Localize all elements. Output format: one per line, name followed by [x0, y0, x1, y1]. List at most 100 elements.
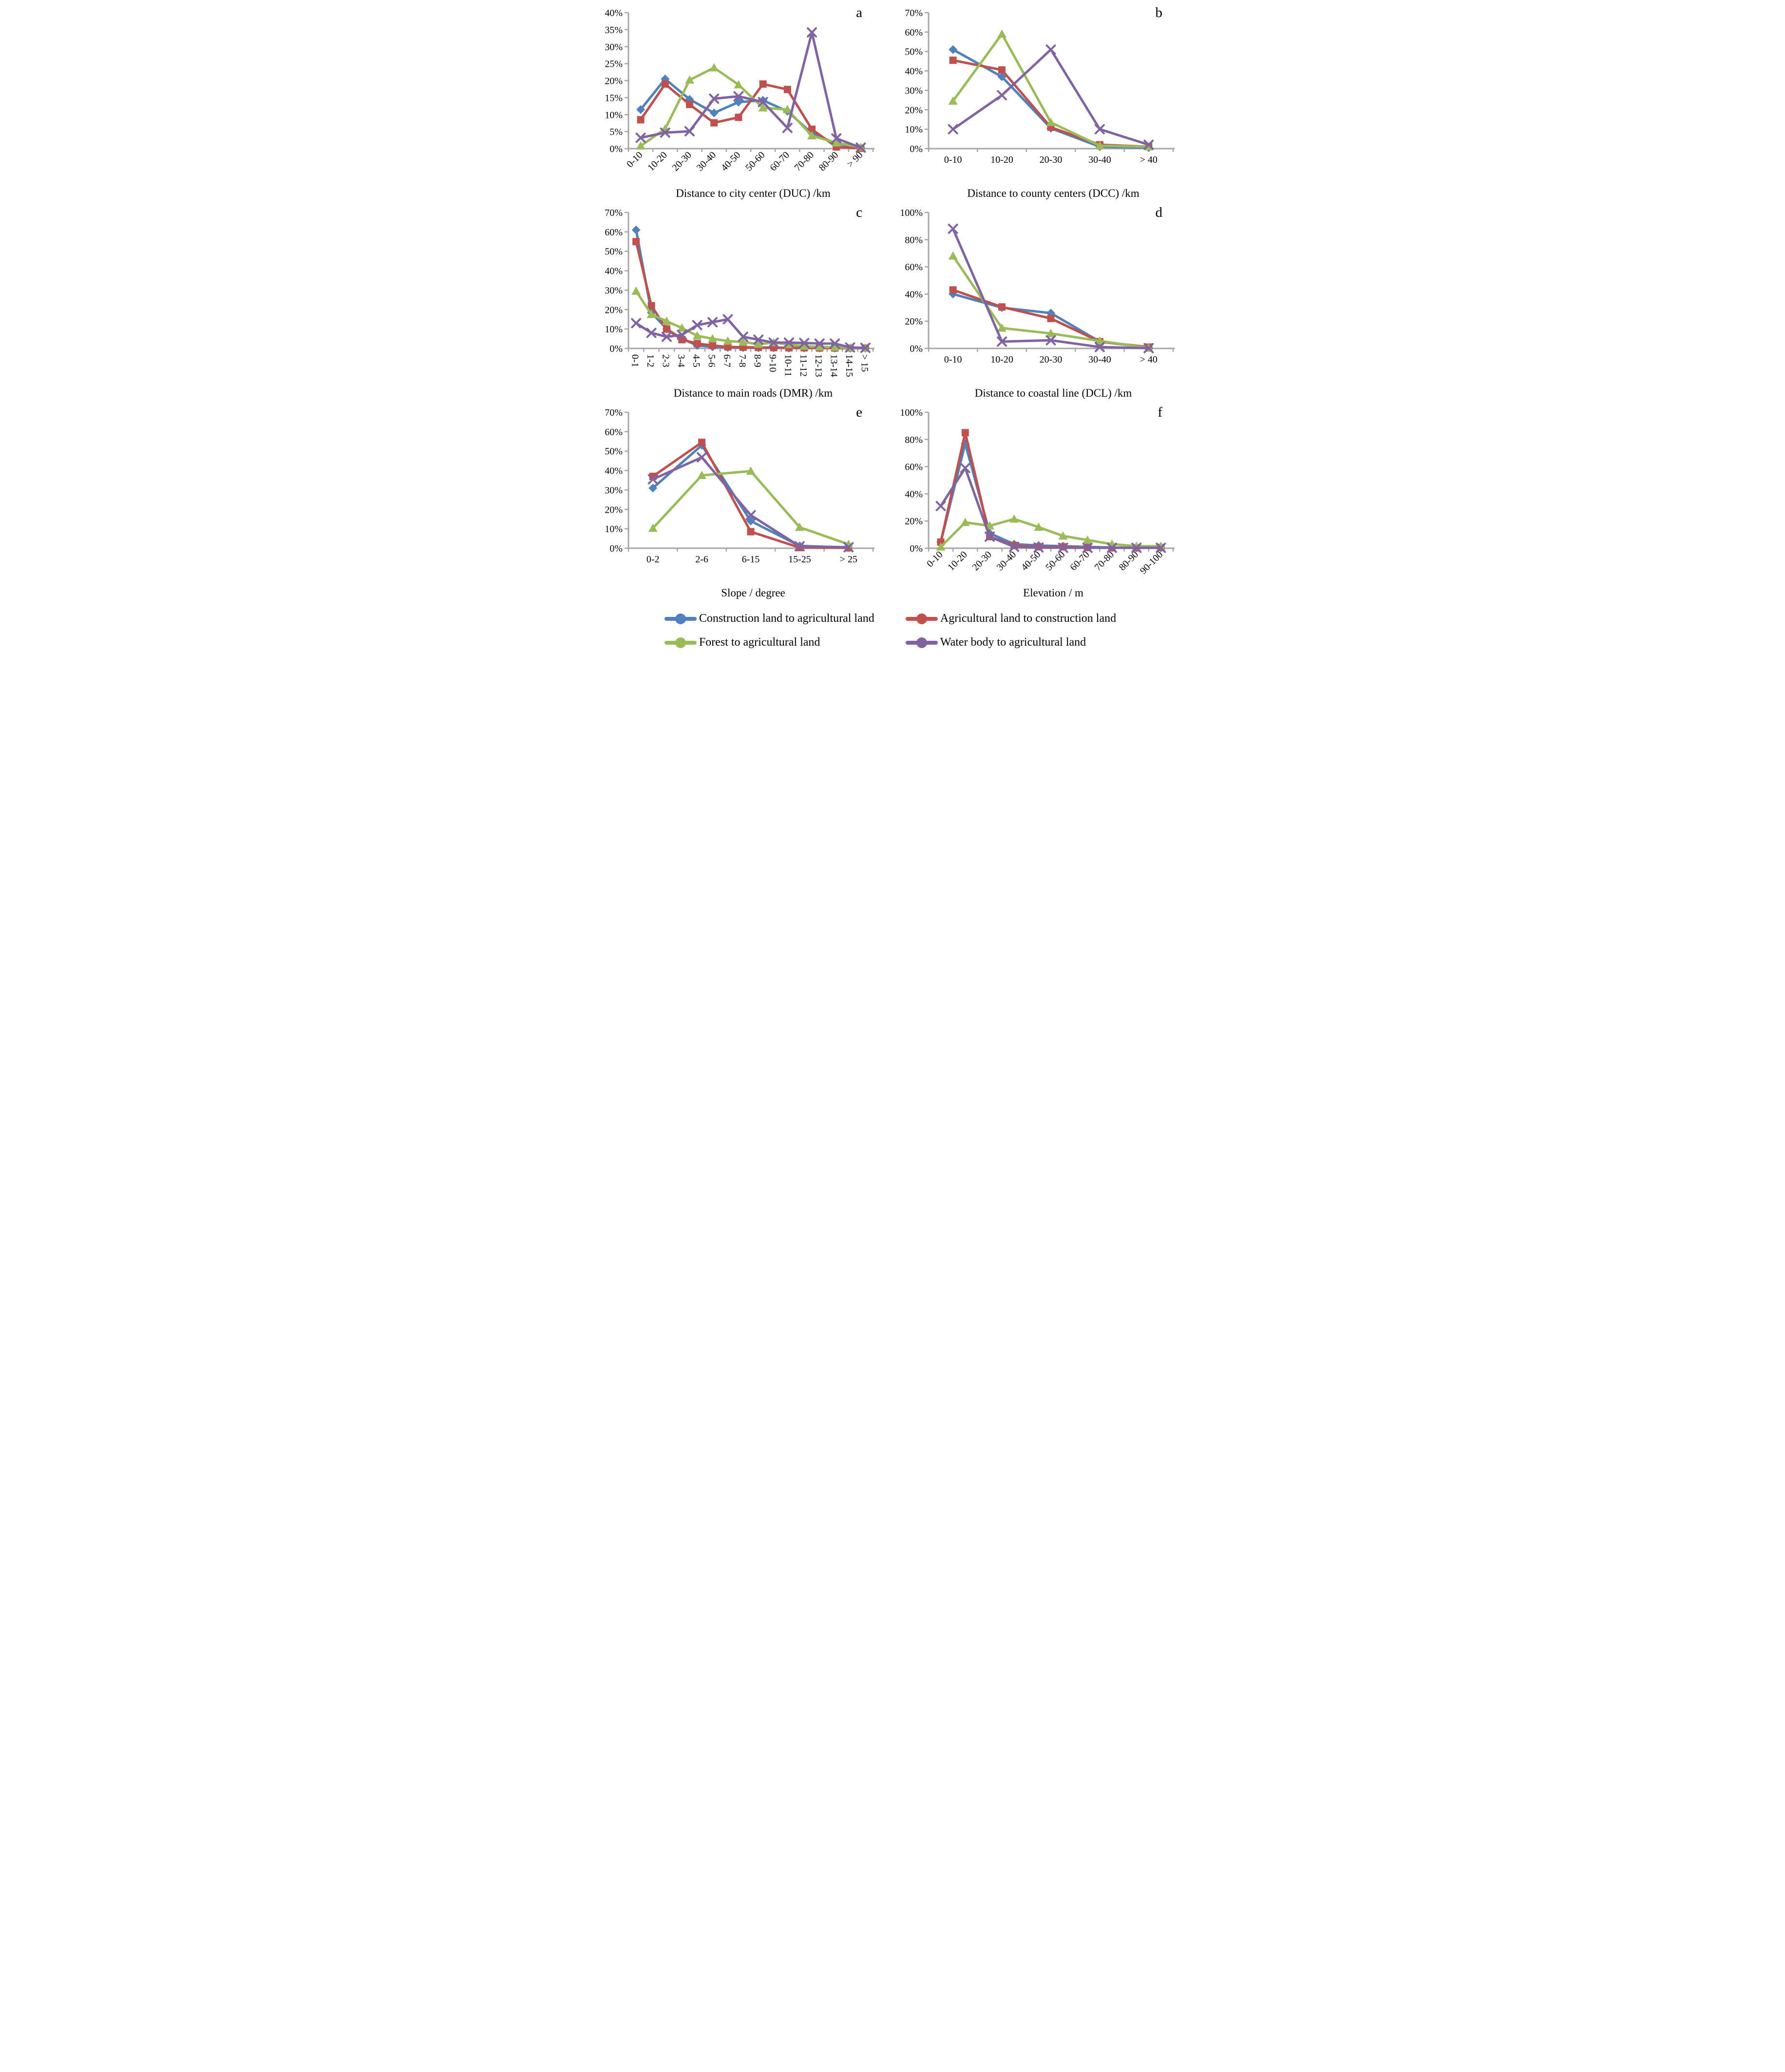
svg-text:0-10: 0-10 [925, 549, 945, 569]
svg-text:70%: 70% [605, 407, 623, 418]
svg-text:0-2: 0-2 [646, 554, 660, 565]
legend-item-agricultural-to-construction: Agricultural land to construction land [905, 612, 1189, 625]
panel-e: e 0% 10% 20% 30% 40% 50% 60% 70% 0-2 2-6 6-15 15-25… [596, 404, 879, 599]
svg-text:0-1: 0-1 [630, 354, 641, 367]
svg-text:0%: 0% [609, 144, 623, 154]
svg-text:30-40: 30-40 [695, 150, 719, 173]
svg-text:30%: 30% [605, 285, 623, 296]
svg-text:10%: 10% [605, 110, 623, 120]
svg-text:0%: 0% [910, 543, 923, 554]
svg-text:90-100: 90-100 [1138, 549, 1165, 576]
svg-text:30%: 30% [605, 485, 623, 496]
panel-b: b 0% 10% 20% 30% 40% 50% 60% 70% 0-10 10-20 20-30 3… [896, 5, 1179, 200]
svg-text:50-60: 50-60 [743, 150, 767, 173]
legend-item-waterbody-to-agricultural: Water body to agricultural land [905, 636, 1189, 649]
svg-text:40-50: 40-50 [719, 150, 743, 173]
svg-text:10%: 10% [605, 324, 623, 335]
svg-text:2-6: 2-6 [695, 554, 708, 565]
legend-label: Construction land to agricultural land [699, 612, 874, 625]
svg-text:60-70: 60-70 [1068, 549, 1092, 573]
svg-text:50%: 50% [905, 47, 923, 58]
svg-text:20%: 20% [905, 105, 923, 115]
svg-text:20%: 20% [605, 76, 623, 87]
svg-text:20-30: 20-30 [1040, 154, 1063, 165]
svg-text:40-50: 40-50 [1019, 549, 1043, 573]
panel-letter-f: f [1158, 404, 1162, 420]
legend-label: Agricultural land to construction land [940, 612, 1117, 625]
svg-text:20-30: 20-30 [970, 549, 994, 573]
svg-text:70%: 70% [905, 8, 923, 19]
svg-text:40%: 40% [605, 8, 623, 19]
svg-text:6-7: 6-7 [722, 354, 732, 367]
svg-text:0%: 0% [609, 344, 623, 354]
svg-text:60%: 60% [605, 427, 623, 438]
svg-text:70-80: 70-80 [1092, 549, 1116, 573]
svg-text:8-9: 8-9 [752, 354, 763, 367]
x-axis-title-e: Slope / degree [721, 587, 785, 599]
panel-letter-b: b [1155, 5, 1163, 20]
svg-text:> 15: > 15 [859, 354, 870, 372]
panel-letter-c: c [856, 205, 862, 220]
svg-text:0-10: 0-10 [625, 150, 645, 170]
svg-text:0%: 0% [910, 144, 923, 154]
svg-text:7-8: 7-8 [737, 354, 747, 367]
svg-text:20%: 20% [905, 516, 923, 527]
svg-text:14-15: 14-15 [844, 354, 855, 377]
panel-d: d 0% 20% 40% 60% 80% 100% 0-10 10-20 20-30 30-40 >… [896, 205, 1179, 400]
svg-text:40%: 40% [605, 466, 623, 477]
chart-d-plot: 0% 20% 40% 60% 80% 100% 0-10 10-20 20-30 30-40 > 4… [900, 208, 1175, 365]
svg-text:10-11: 10-11 [782, 354, 793, 377]
svg-text:9-10: 9-10 [767, 354, 778, 372]
svg-text:15-25: 15-25 [788, 554, 811, 565]
svg-text:70%: 70% [605, 208, 623, 218]
svg-text:20%: 20% [605, 305, 623, 315]
panel-a: a 0% 5% 10% 15% 20% 25% 30% 35% 40% 0-10 10-20 20-3… [596, 5, 879, 200]
svg-text:5%: 5% [609, 127, 623, 137]
svg-text:2-3: 2-3 [660, 354, 671, 367]
svg-text:80%: 80% [905, 435, 923, 445]
x-axis-title-f: Elevation / m [1023, 587, 1083, 599]
panel-letter-e: e [856, 404, 862, 420]
svg-text:40%: 40% [605, 266, 623, 277]
chart-f-plot: 0% 20% 40% 60% 80% 100% 0-10 10-20 20-30 30-40 40-… [900, 407, 1175, 576]
svg-text:80-90: 80-90 [1117, 549, 1141, 573]
svg-text:10%: 10% [605, 524, 623, 535]
svg-text:0%: 0% [910, 344, 923, 354]
svg-text:20-30: 20-30 [1040, 354, 1063, 365]
svg-text:35%: 35% [605, 25, 623, 36]
legend-label: Water body to agricultural land [940, 636, 1086, 649]
svg-text:10-20: 10-20 [646, 150, 669, 173]
svg-text:3-4: 3-4 [676, 354, 686, 367]
legend-marker-icon [664, 637, 697, 648]
svg-text:5-6: 5-6 [706, 354, 717, 367]
svg-text:10%: 10% [905, 124, 923, 135]
legend-label: Forest to agricultural land [699, 636, 820, 649]
chart-c-plot: 0% 10% 20% 30% 40% 50% 60% 70% 0-1 1-2 2-3 3-4 4-5 5-… [605, 208, 874, 377]
svg-text:60%: 60% [905, 262, 923, 273]
svg-text:> 90: > 90 [845, 150, 865, 170]
svg-text:> 40: > 40 [1140, 154, 1158, 165]
panel-f: f 0% 20% 40% 60% 80% 100% 0-10 10-20 20-30 30-40 4… [896, 404, 1179, 599]
svg-text:1-2: 1-2 [645, 354, 656, 367]
svg-text:30-40: 30-40 [1088, 154, 1111, 165]
svg-text:70-80: 70-80 [792, 150, 816, 173]
svg-text:100%: 100% [900, 407, 923, 418]
x-axis-title-a: Distance to city center (DUC) /km [676, 187, 831, 199]
svg-text:80-90: 80-90 [817, 150, 841, 173]
legend-item-construction-to-agricultural: Construction land to agricultural land [664, 612, 906, 625]
svg-text:50%: 50% [605, 446, 623, 457]
chart-e-plot: 0% 10% 20% 30% 40% 50% 60% 70% 0-2 2-6 6-15 15-25 > … [605, 407, 874, 565]
x-axis-title-b: Distance to county centers (DCC) /km [967, 187, 1139, 199]
svg-text:100%: 100% [900, 208, 923, 218]
svg-text:50-60: 50-60 [1044, 549, 1067, 573]
svg-text:30-40: 30-40 [995, 549, 1019, 573]
legend: Construction land to agricultural land A… [664, 612, 1189, 649]
chart-b-plot: 0% 10% 20% 30% 40% 50% 60% 70% 0-10 10-20 20-30 30-… [905, 8, 1175, 165]
chart-a-plot: 0% 5% 10% 15% 20% 25% 30% 35% 40% 0-10 10-20 20-30 3… [605, 8, 874, 173]
svg-text:20%: 20% [905, 316, 923, 327]
legend-marker-icon [905, 613, 938, 624]
svg-text:50%: 50% [605, 247, 623, 257]
legend-marker-icon [664, 613, 697, 624]
svg-text:20%: 20% [605, 504, 623, 515]
svg-text:0-10: 0-10 [944, 154, 962, 165]
